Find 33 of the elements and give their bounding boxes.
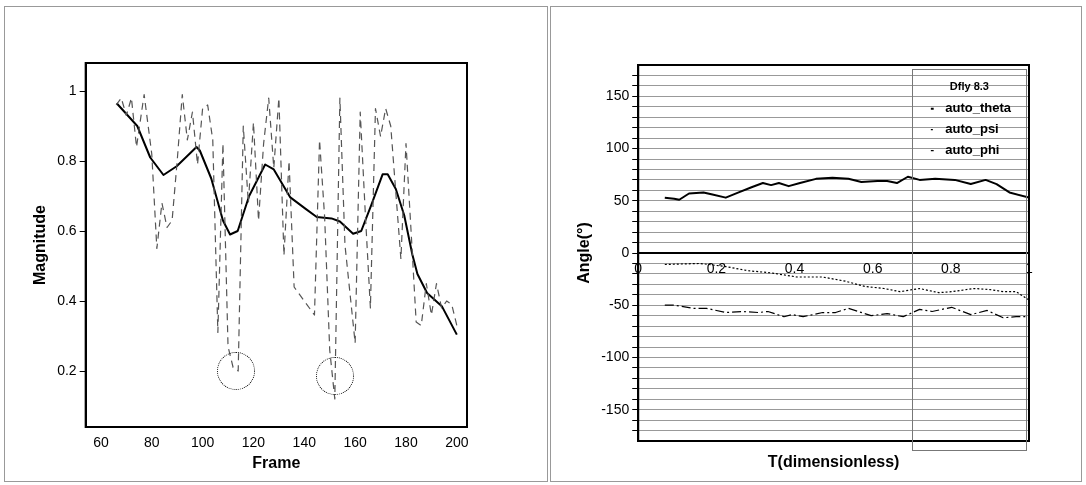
- y-tick-label: 1: [68, 81, 77, 98]
- x-tick-label: 0.4: [784, 260, 805, 277]
- y-tick-label: 0.4: [57, 291, 77, 308]
- y-tick-label: 0.6: [57, 221, 77, 238]
- x-axis-title: T(dimensionless): [767, 453, 900, 470]
- legend-label: auto_psi: [945, 121, 999, 137]
- x-tick-label: 200: [445, 434, 469, 451]
- y-tick-label: 0.2: [57, 361, 77, 378]
- y-tick-label: -100: [601, 348, 630, 365]
- x-axis-title: Frame: [252, 453, 301, 471]
- y-tick-label: 0.8: [57, 151, 77, 168]
- y-tick-label: 0: [621, 243, 630, 260]
- x-tick-label: 140: [292, 434, 317, 451]
- x-tick-label: 100: [190, 434, 215, 451]
- x-tick-label: 0.2: [706, 260, 727, 277]
- x-tick-label: 0.8: [941, 260, 961, 277]
- y-tick-label: -50: [608, 296, 630, 313]
- x-tick-label: 80: [143, 434, 160, 451]
- legend-title: Dfly 8.3: [949, 79, 989, 92]
- y-tick-label: 100: [605, 139, 630, 156]
- x-tick-label: 120: [241, 434, 266, 451]
- x-tick-label: 0.6: [862, 260, 883, 277]
- y-tick-label: 50: [613, 191, 630, 208]
- x-tick-label: 180: [394, 434, 418, 451]
- x-tick-label: 160: [343, 434, 368, 451]
- legend-label: auto_phi: [945, 142, 1000, 158]
- x-tick-label: 60: [93, 434, 109, 451]
- line-series: [115, 93, 458, 400]
- y-axis-title: Magnitude: [31, 204, 49, 285]
- y-axis-title: Angle(°): [575, 222, 593, 284]
- y-tick-label: -150: [601, 400, 630, 417]
- y-tick-label: 150: [605, 87, 630, 104]
- legend-label: auto_theta: [945, 100, 1012, 116]
